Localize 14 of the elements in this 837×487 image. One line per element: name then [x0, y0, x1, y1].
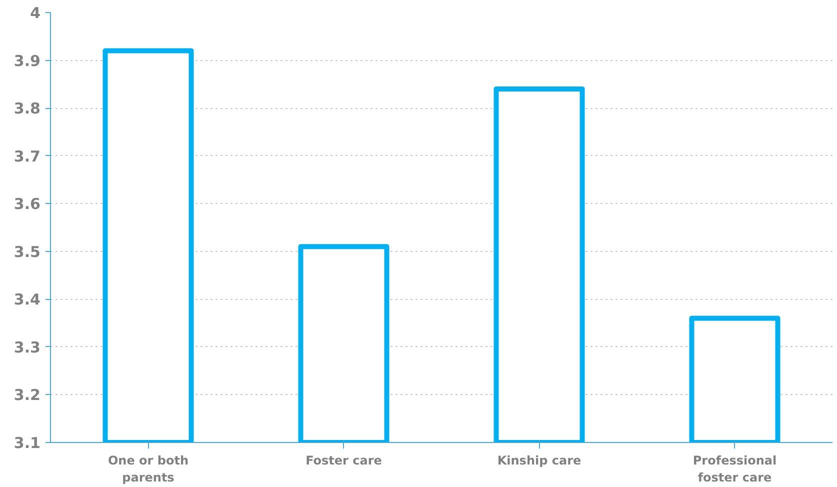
y-tick-label: 3.7: [14, 147, 41, 166]
y-tick-label: 3.6: [14, 195, 41, 214]
x-tick-label: One or both parents: [108, 454, 189, 484]
y-tick-label: 3.1: [14, 434, 41, 452]
y-tick-label: 3.9: [14, 52, 41, 70]
y-tick-label: 3.3: [14, 338, 41, 356]
y-tick-label: 3.5: [14, 242, 41, 261]
y-tick-label: 3.4: [14, 290, 41, 309]
x-tick-label: Kinship care: [497, 454, 582, 468]
y-tick-label: 3.8: [14, 100, 41, 118]
x-tick-label: Professional foster care: [692, 454, 777, 484]
x-tick-label: Foster care: [306, 454, 382, 468]
y-tick-label: 3.2: [14, 386, 41, 404]
y-tick-label: 4: [30, 4, 40, 22]
